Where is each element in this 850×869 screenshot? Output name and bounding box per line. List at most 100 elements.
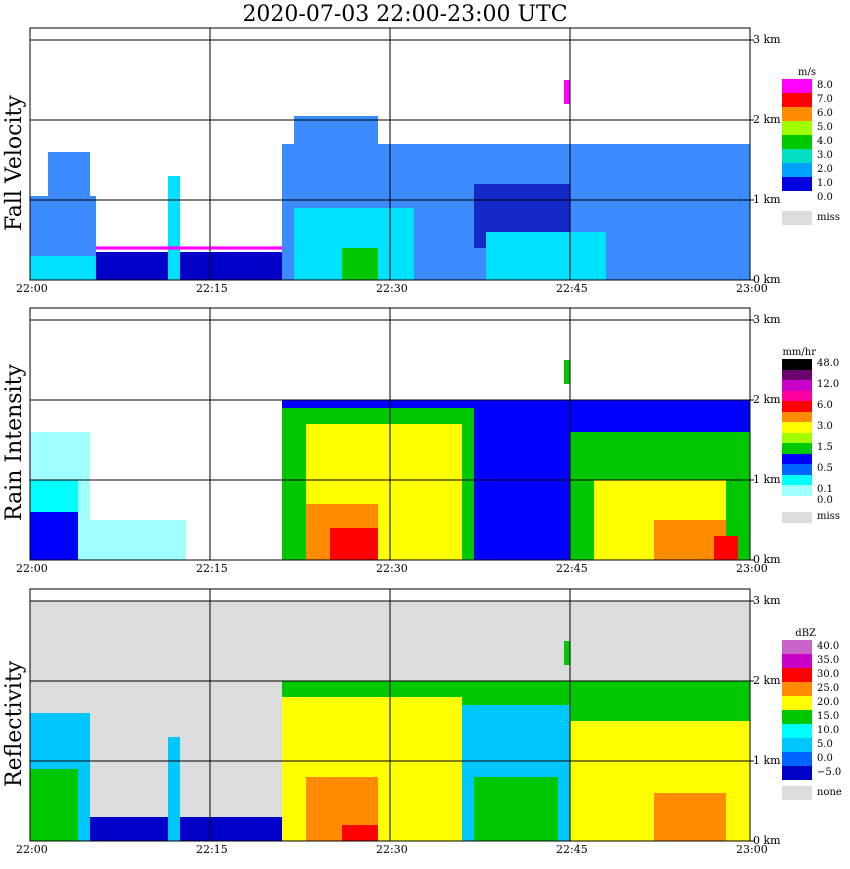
legend-swatch xyxy=(782,401,812,412)
data-cell-region xyxy=(168,176,180,280)
x-tick-label: 23:00 xyxy=(736,843,768,856)
x-tick-label: 22:15 xyxy=(196,843,228,856)
legend-entry: 8.0 xyxy=(782,79,850,93)
legend-entry xyxy=(782,432,850,443)
legend-value: 15.0 xyxy=(817,711,840,722)
legend-swatch xyxy=(782,710,812,724)
y-tick-label: 2 km xyxy=(753,113,781,126)
plot-frame xyxy=(29,27,751,281)
data-cell-region xyxy=(342,825,378,841)
legend-swatch xyxy=(782,380,812,391)
data-cell-region xyxy=(330,528,378,560)
legend-swatch xyxy=(782,485,812,496)
data-cell-region xyxy=(96,246,282,250)
legend-swatch xyxy=(782,724,812,738)
legend-value: 0.0 xyxy=(817,494,833,506)
color-legend: mm/hr 48.0 12.0 6.0 3.0 1.5 0.5 0.1 0.0 miss xyxy=(782,347,850,523)
legend-entry: 3.0 xyxy=(782,149,850,163)
legend-value: 5.0 xyxy=(817,122,833,133)
x-tick-label: 22:45 xyxy=(556,562,588,575)
legend-entry: 40.0 xyxy=(782,640,850,654)
legend-entry xyxy=(782,390,850,401)
legend-swatch xyxy=(782,464,812,475)
legend-entry: 1.0 xyxy=(782,177,850,191)
legend-value: miss xyxy=(817,511,840,522)
y-tick-label: 3 km xyxy=(753,33,781,46)
legend-swatch xyxy=(782,107,812,121)
legend-swatch xyxy=(782,191,812,205)
y-tick-label: 0 km xyxy=(753,834,781,847)
data-cell-region xyxy=(294,116,378,208)
color-legend: dBZ 40.0 35.0 30.0 25.0 20.0 15.0 10.0 5.0 0.0 −5.… xyxy=(782,628,850,800)
data-cell-region xyxy=(486,232,606,280)
legend-entry: 0.0 xyxy=(782,752,850,766)
legend-entry: 5.0 xyxy=(782,738,850,752)
data-cell-region xyxy=(564,641,570,665)
legend-entry: 10.0 xyxy=(782,724,850,738)
x-tick-label: 22:45 xyxy=(556,843,588,856)
legend-entry: miss xyxy=(782,211,850,225)
legend-swatch xyxy=(782,163,812,177)
y-tick-label: 0 km xyxy=(753,273,781,286)
legend-value: miss xyxy=(817,212,840,223)
data-cell-region xyxy=(78,520,186,560)
plot-area xyxy=(29,588,754,842)
legend-value: 7.0 xyxy=(817,94,833,105)
legend-swatch xyxy=(782,121,812,135)
legend-value: 30.0 xyxy=(817,669,840,680)
legend-swatch xyxy=(782,640,812,654)
x-tick-label: 22:45 xyxy=(556,282,588,295)
legend-swatch xyxy=(782,390,812,401)
legend-swatch xyxy=(782,149,812,163)
legend-entry: 3.0 xyxy=(782,421,850,433)
data-cell-region xyxy=(342,248,378,280)
data-cell-region xyxy=(30,769,78,841)
legend-entry: 15.0 xyxy=(782,710,850,724)
legend-entry: 0.1 xyxy=(782,484,850,496)
legend-value: 3.0 xyxy=(817,421,833,432)
legend-entry xyxy=(782,411,850,422)
legend-value: 6.0 xyxy=(817,108,833,119)
legend-swatch xyxy=(782,177,812,191)
legend-value: 2.0 xyxy=(817,164,833,175)
y-tick-label: 3 km xyxy=(753,594,781,607)
legend-swatch xyxy=(782,453,812,464)
legend-unit: m/s xyxy=(798,67,816,78)
legend-value: 10.0 xyxy=(817,725,840,736)
data-cell-region xyxy=(474,777,558,841)
legend-entry: none xyxy=(782,786,850,800)
legend-value: 6.0 xyxy=(817,400,833,411)
legend-swatch xyxy=(782,682,812,696)
legend-entry: 30.0 xyxy=(782,668,850,682)
legend-value: 1.0 xyxy=(817,178,833,189)
data-cell-region xyxy=(168,737,180,841)
plot-frame xyxy=(29,307,751,561)
legend-value: 0.1 xyxy=(817,484,833,495)
x-tick-label: 22:30 xyxy=(376,843,408,856)
legend-entry: 12.0 xyxy=(782,379,850,391)
legend-entry: −5.0 xyxy=(782,766,850,780)
legend-swatch xyxy=(782,93,812,107)
data-cell-region xyxy=(654,793,726,841)
legend-value: 35.0 xyxy=(817,655,840,666)
legend-swatch xyxy=(782,369,812,380)
legend-entry: 6.0 xyxy=(782,400,850,412)
legend-swatch xyxy=(782,211,812,225)
legend-value: 4.0 xyxy=(817,136,833,147)
legend-value: 20.0 xyxy=(817,697,840,708)
legend-value: none xyxy=(817,787,842,798)
legend-swatch xyxy=(782,79,812,93)
rain-intensity-panel: Rain Intensity 0 km 1 km 2 km 3 km 22:00 22:15… xyxy=(0,303,850,588)
y-tick-label: 1 km xyxy=(753,193,781,206)
legend-entry: 0.5 xyxy=(782,463,850,475)
legend-swatch xyxy=(782,359,812,370)
y-tick-label: 1 km xyxy=(753,754,781,767)
legend-entry: 4.0 xyxy=(782,135,850,149)
legend-value: 0.5 xyxy=(817,463,833,474)
legend-value: 5.0 xyxy=(817,739,833,750)
legend-swatch xyxy=(782,474,812,485)
legend-swatch xyxy=(782,422,812,433)
plot-area xyxy=(29,27,754,281)
legend-entry: 48.0 xyxy=(782,358,850,370)
y-tick-label: 2 km xyxy=(753,393,781,406)
